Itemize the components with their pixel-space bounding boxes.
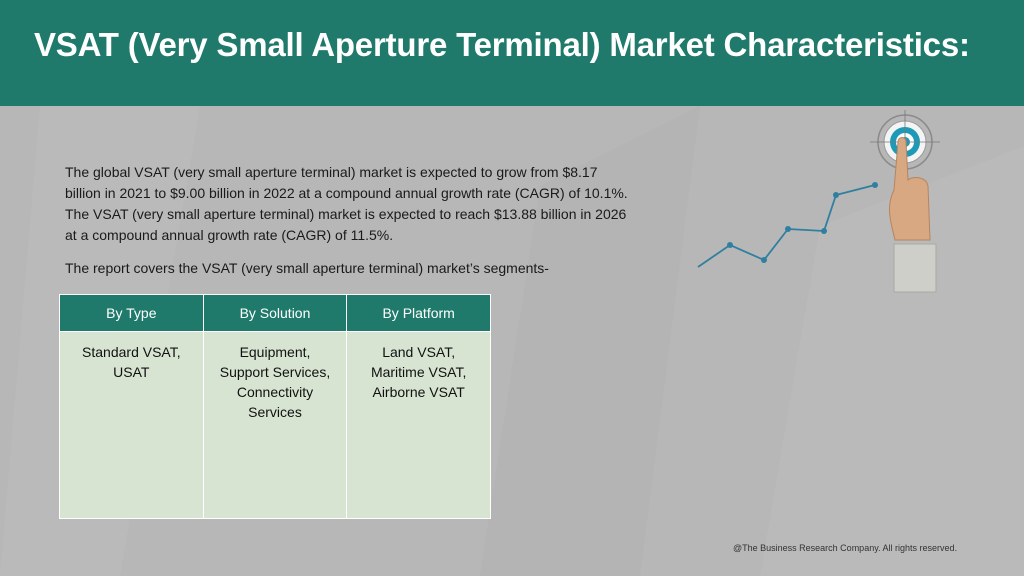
copyright-footer: @The Business Research Company. All righ…	[733, 543, 958, 553]
header-by-type: By Type	[59, 294, 204, 332]
background-decoration	[0, 106, 1024, 576]
hand-icon	[888, 137, 937, 293]
type-line: USAT	[113, 364, 150, 380]
platform-line: Airborne VSAT	[372, 384, 465, 400]
solution-line: Services	[248, 404, 302, 420]
header-by-solution: By Solution	[202, 294, 348, 332]
segments-table: By Type By Solution By Platform Standard…	[59, 294, 491, 519]
description-block: The global VSAT (very small aperture ter…	[65, 162, 635, 279]
platform-line: Maritime VSAT,	[370, 364, 467, 380]
solution-line: Equipment,	[239, 344, 311, 360]
page-title: VSAT (Very Small Aperture Terminal) Mark…	[34, 26, 970, 63]
solution-cell: Equipment, Support Services, Connectivit…	[202, 331, 348, 519]
hand-touching-target-icon	[697, 110, 940, 293]
platform-line: Land VSAT,	[382, 344, 456, 360]
header-by-platform: By Platform	[346, 294, 491, 332]
segments-intro: The report covers the VSAT (very small a…	[65, 260, 549, 276]
type-line: Standard VSAT,	[82, 344, 181, 360]
header-bar: VSAT (Very Small Aperture Terminal) Mark…	[0, 0, 1024, 106]
solution-line: Connectivity	[236, 384, 314, 400]
solution-line: Support Services,	[219, 364, 331, 380]
platform-cell: Land VSAT, Maritime VSAT, Airborne VSAT	[346, 331, 491, 519]
type-cell: Standard VSAT, USAT	[59, 331, 204, 519]
market-description: The global VSAT (very small aperture ter…	[65, 164, 628, 243]
